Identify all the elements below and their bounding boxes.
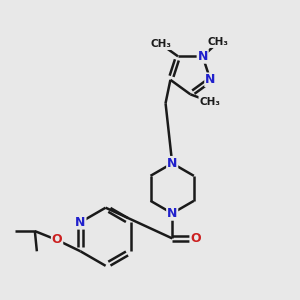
Text: CH₃: CH₃ [208,37,229,47]
Text: N: N [167,207,177,220]
Text: N: N [197,50,208,63]
Text: N: N [75,216,85,229]
Text: N: N [205,73,215,86]
Text: N: N [167,157,177,170]
Text: CH₃: CH₃ [199,97,220,106]
Text: O: O [52,233,62,247]
Text: O: O [190,232,201,245]
Text: CH₃: CH₃ [151,39,172,49]
